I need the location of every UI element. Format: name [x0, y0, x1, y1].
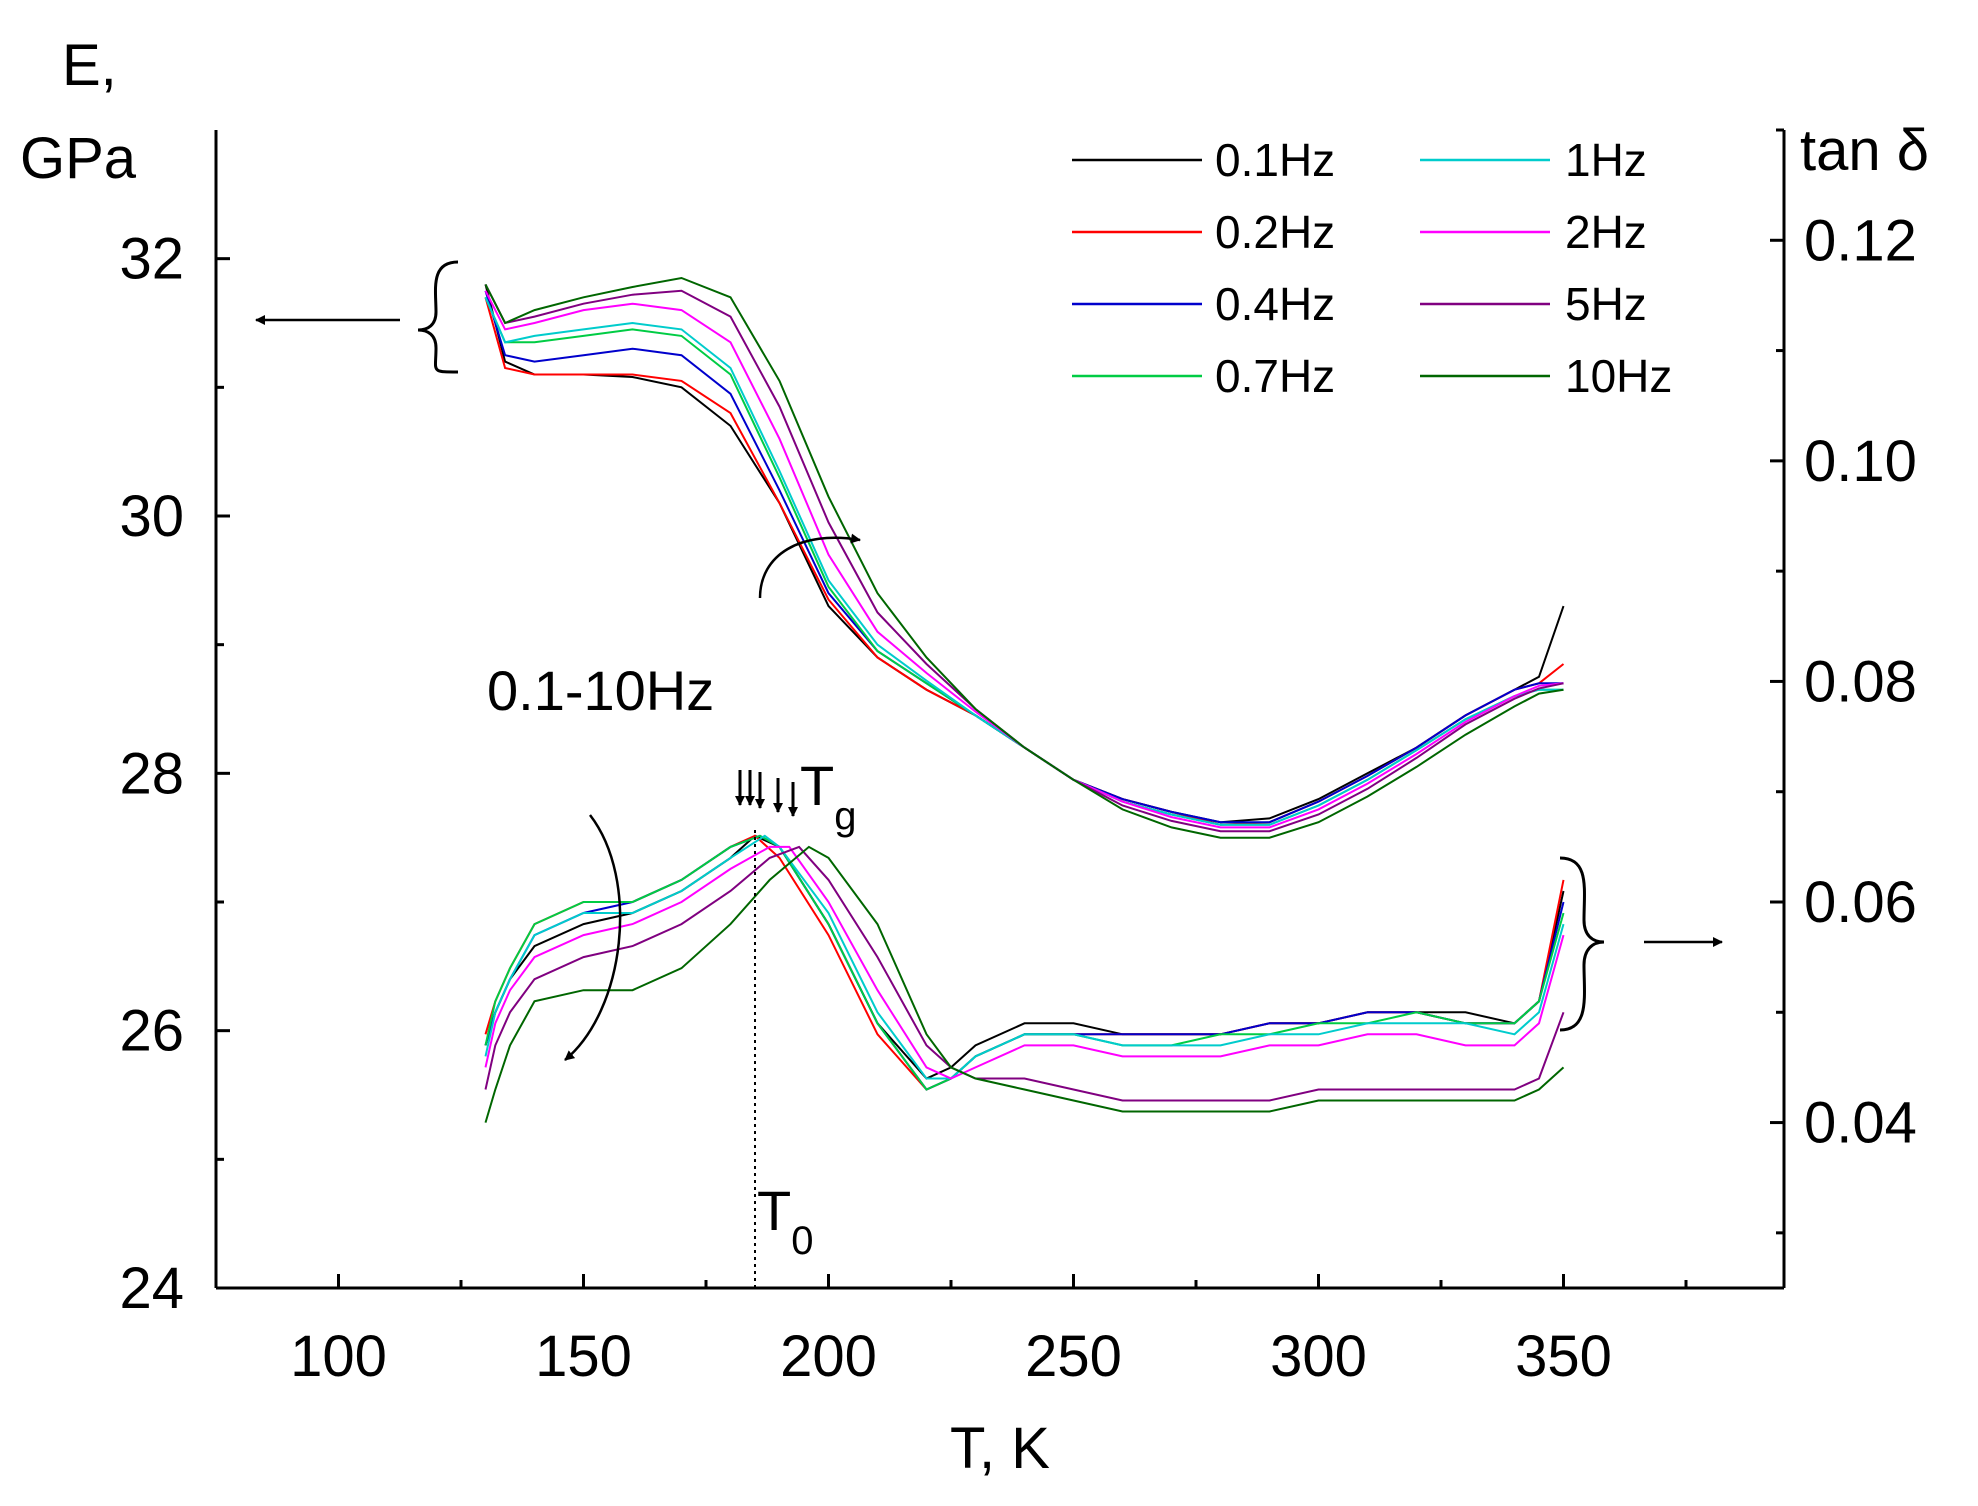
modulus-line-0.4Hz	[484, 290, 1564, 824]
y-left-tick-label: 28	[119, 741, 184, 806]
tan-delta-line-1Hz	[484, 834, 1565, 1080]
y-right-tick-label: 0.08	[1804, 649, 1917, 714]
tan-delta-line-10Hz	[484, 845, 1565, 1123]
x-tick-label: 200	[780, 1324, 877, 1389]
legend: 0.1Hz 0.2Hz 0.4Hz 0.7Hz 1Hz 2Hz 5Hz 10Hz	[1072, 134, 1672, 402]
y-left-tick-label: 32	[119, 227, 184, 292]
y-left-tick-label: 24	[119, 1256, 184, 1321]
legend-label: 0.2Hz	[1215, 206, 1335, 258]
legend-label: 5Hz	[1565, 278, 1647, 330]
modulus-line-5Hz	[484, 283, 1564, 833]
x-tick-label: 250	[1025, 1324, 1122, 1389]
tan-delta-line-2Hz	[484, 845, 1565, 1080]
tan-delta-axis-indicator	[1559, 856, 1723, 1032]
frequency-range-label: 0.1-10Hz	[487, 659, 714, 722]
t0-label: T0	[757, 1179, 813, 1263]
tg-arrows	[735, 770, 798, 817]
tan-delta-frequency-arrow	[564, 814, 622, 1061]
y-right-tick-label: 0.12	[1804, 208, 1917, 273]
modulus-line-10Hz	[484, 276, 1564, 839]
legend-label: 0.7Hz	[1215, 350, 1335, 402]
x-tick-label: 150	[535, 1324, 632, 1389]
modulus-frequency-arrow	[758, 533, 861, 599]
tan-delta-line-0.4Hz	[484, 834, 1565, 1091]
modulus-axis-indicator	[255, 260, 459, 374]
modulus-line-0.2Hz	[484, 297, 1565, 826]
tan-delta-line-5Hz	[484, 845, 1565, 1102]
tan-delta-line-0.2Hz	[484, 834, 1565, 1091]
y-right-tick-label: 0.10	[1804, 429, 1917, 494]
x-tick-label: 300	[1270, 1324, 1367, 1389]
tg-label: Tg	[800, 754, 856, 838]
axis-ticks	[216, 128, 1784, 1290]
y-left-tick-label: 30	[119, 484, 184, 549]
tan-delta-line-0.1Hz	[484, 834, 1565, 1080]
y-left-label-line2: GPa	[20, 126, 137, 191]
y-left-tick-label: 26	[119, 999, 184, 1064]
y-right-tick-label: 0.04	[1804, 1091, 1917, 1156]
modulus-line-0.1Hz	[484, 284, 1565, 824]
legend-label: 10Hz	[1565, 350, 1672, 402]
y-right-label: tan δ	[1800, 118, 1929, 183]
axis-tick-labels: 100 150 200 250 300 350 24 26 28 30 32 0.04 0.06 0.08…	[119, 208, 1916, 1389]
x-tick-label: 100	[290, 1324, 387, 1389]
x-tick-label: 350	[1515, 1324, 1612, 1389]
tan-delta-line-0.7Hz	[484, 834, 1565, 1091]
legend-label: 0.1Hz	[1215, 134, 1335, 186]
legend-label: 0.4Hz	[1215, 278, 1335, 330]
y-left-label-line1: E,	[62, 33, 117, 98]
legend-label: 1Hz	[1565, 134, 1647, 186]
x-axis-label: T, K	[950, 1416, 1050, 1481]
legend-label: 2Hz	[1565, 206, 1647, 258]
y-right-tick-label: 0.06	[1804, 870, 1917, 935]
